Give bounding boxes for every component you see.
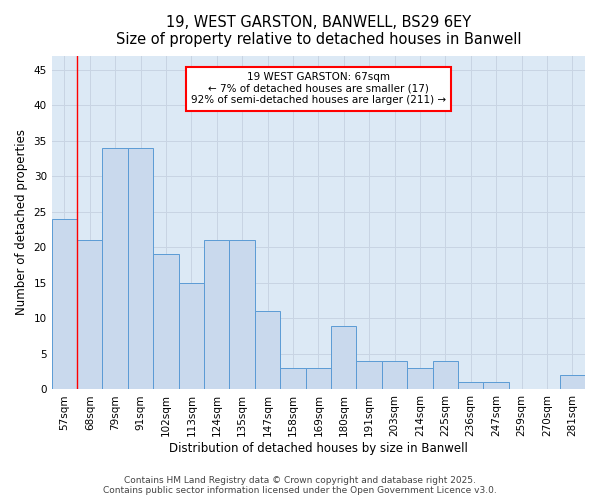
- Text: 19 WEST GARSTON: 67sqm
← 7% of detached houses are smaller (17)
92% of semi-deta: 19 WEST GARSTON: 67sqm ← 7% of detached …: [191, 72, 446, 106]
- Bar: [128, 148, 153, 390]
- X-axis label: Distribution of detached houses by size in Banwell: Distribution of detached houses by size …: [169, 442, 468, 455]
- Bar: [179, 283, 204, 390]
- Bar: [280, 368, 305, 390]
- Bar: [433, 361, 458, 390]
- Bar: [52, 219, 77, 390]
- Bar: [77, 240, 103, 390]
- Bar: [305, 368, 331, 390]
- Bar: [356, 361, 382, 390]
- Text: Contains HM Land Registry data © Crown copyright and database right 2025.
Contai: Contains HM Land Registry data © Crown c…: [103, 476, 497, 495]
- Bar: [560, 375, 585, 390]
- Bar: [103, 148, 128, 390]
- Bar: [255, 312, 280, 390]
- Bar: [458, 382, 484, 390]
- Bar: [153, 254, 179, 390]
- Bar: [331, 326, 356, 390]
- Bar: [484, 382, 509, 390]
- Title: 19, WEST GARSTON, BANWELL, BS29 6EY
Size of property relative to detached houses: 19, WEST GARSTON, BANWELL, BS29 6EY Size…: [116, 15, 521, 48]
- Bar: [204, 240, 229, 390]
- Bar: [229, 240, 255, 390]
- Bar: [382, 361, 407, 390]
- Bar: [407, 368, 433, 390]
- Y-axis label: Number of detached properties: Number of detached properties: [15, 130, 28, 316]
